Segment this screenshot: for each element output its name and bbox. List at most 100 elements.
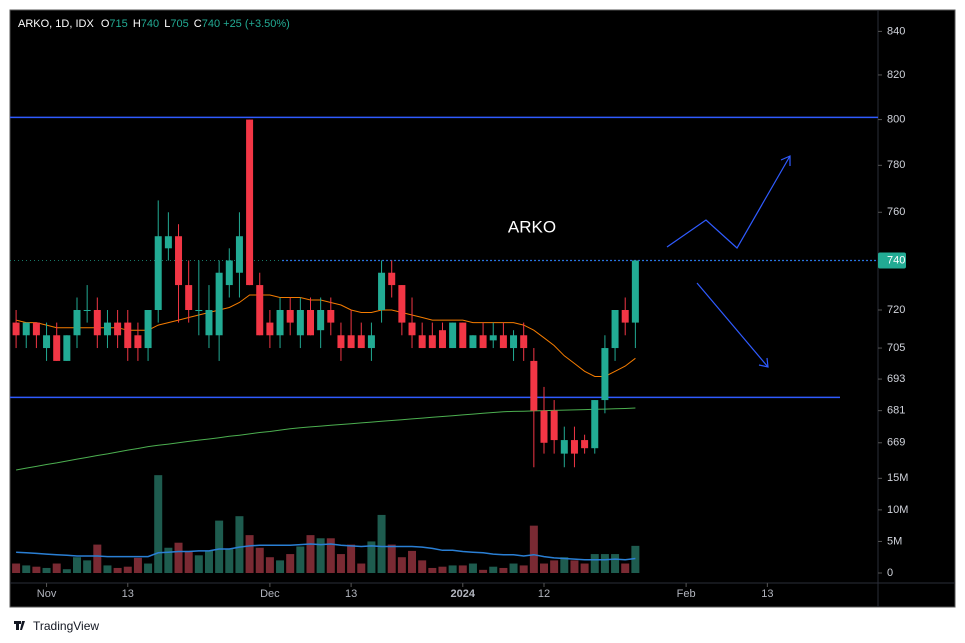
volume-bar <box>215 520 224 573</box>
candle-body <box>388 272 396 286</box>
candle-body <box>530 360 538 411</box>
volume-bar <box>276 560 285 573</box>
x-tick-label: Dec <box>260 588 280 600</box>
candle-body <box>195 309 203 311</box>
candle-body <box>479 335 487 349</box>
volume-bar <box>255 547 264 573</box>
candle-body <box>32 322 40 336</box>
candle-body <box>327 309 335 323</box>
volume-bar <box>296 546 305 573</box>
volume-bar <box>387 544 396 573</box>
y-tick-label: 669 <box>887 437 905 449</box>
volume-bar <box>52 563 61 573</box>
volume-bar <box>418 560 427 573</box>
volume-bar <box>560 557 569 573</box>
candle-body <box>53 335 61 361</box>
volume-bar <box>519 565 528 573</box>
change: +25 <box>223 18 242 30</box>
volume-bar <box>468 563 477 573</box>
candle-body <box>408 322 416 336</box>
x-tick-label: 13 <box>345 588 357 600</box>
change-pct: (+3.50%) <box>245 18 290 30</box>
candle-body <box>296 309 304 336</box>
candle-body <box>469 335 477 349</box>
volume-bar <box>529 525 538 573</box>
arrowhead <box>758 357 769 368</box>
volume-bar <box>265 557 274 573</box>
volume-bar <box>22 565 31 573</box>
candle-body <box>398 285 406 323</box>
price-tag-label: 740 <box>887 254 905 266</box>
candle-body <box>124 322 132 349</box>
candle-body <box>276 309 284 336</box>
volume-bar <box>12 563 21 573</box>
candle-body <box>154 236 162 310</box>
plot <box>10 30 882 587</box>
logo: TradingView <box>14 619 99 633</box>
candle-body <box>378 272 386 310</box>
volume-bar <box>611 554 620 573</box>
volume-bar <box>357 563 366 573</box>
volume-bar <box>631 545 640 573</box>
arrow-up <box>666 155 791 249</box>
volume-bar <box>377 514 386 573</box>
candle-body <box>347 335 355 349</box>
candle-body <box>459 322 467 349</box>
candle-body <box>540 410 548 443</box>
volume-bar <box>204 550 213 573</box>
volume-bar <box>367 541 376 573</box>
candle-body <box>93 309 101 336</box>
x-tick-label: Nov <box>37 588 57 600</box>
volume-bar <box>326 538 335 573</box>
x-tick-label: Feb <box>677 588 696 600</box>
volume-bar <box>144 563 153 573</box>
volume-bar <box>184 550 193 573</box>
arrowhead <box>780 155 791 166</box>
candle-body <box>510 335 518 349</box>
volume-bar <box>286 554 295 573</box>
candle-body <box>164 236 172 249</box>
candle-body <box>317 309 325 331</box>
volume-bar <box>509 563 518 573</box>
symbol: ARKO, 1D, IDX <box>18 18 94 30</box>
volume-bar <box>42 567 51 573</box>
volume-bar <box>32 566 41 573</box>
candle-body <box>581 440 589 449</box>
candle-body <box>185 285 193 310</box>
candle-body <box>520 335 528 349</box>
high: 740 <box>141 18 159 30</box>
volume-bar <box>164 547 173 573</box>
y-tick-label: 820 <box>887 69 905 81</box>
x-tick-label: 13 <box>122 588 134 600</box>
candle-body <box>134 335 142 349</box>
y-tick-label: 693 <box>887 373 905 385</box>
candle-body <box>499 335 507 349</box>
ohlc-label: C <box>194 18 202 30</box>
y-tick-label: 681 <box>887 405 905 417</box>
candle-body <box>83 309 91 311</box>
candle-body <box>601 348 609 401</box>
volume-bar <box>397 557 406 573</box>
logo-icon <box>14 621 25 630</box>
y-tick-label: 705 <box>887 342 905 354</box>
volume-bar <box>306 535 315 573</box>
candle-body <box>449 322 457 349</box>
volume-bar <box>103 565 112 573</box>
volume-bar <box>570 560 579 573</box>
open: 715 <box>109 18 127 30</box>
candle-body <box>611 309 619 349</box>
candle-body <box>266 322 274 336</box>
candle-body <box>307 309 315 336</box>
candle-body <box>215 272 223 336</box>
y-tick-label: 780 <box>887 159 905 171</box>
volume-bar <box>113 567 122 573</box>
volume-tick-label: 15M <box>887 472 908 484</box>
volume-bar <box>550 560 559 573</box>
x-tick-label: 2024 <box>451 588 476 600</box>
volume-bar <box>448 565 457 573</box>
candle-body <box>12 322 20 336</box>
candle-body <box>428 335 436 349</box>
volume-bar <box>408 550 417 573</box>
arrows <box>666 155 791 368</box>
